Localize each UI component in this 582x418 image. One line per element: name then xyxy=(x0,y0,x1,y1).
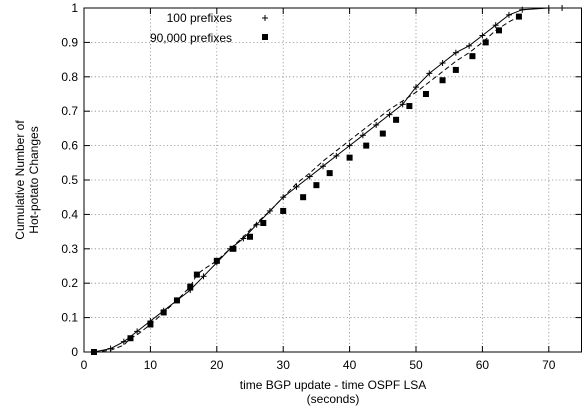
x-axis-title-unit: (seconds) xyxy=(307,392,360,406)
x-tick-label: 10 xyxy=(144,358,158,372)
x-tick-label: 0 xyxy=(81,358,88,372)
series-1-point xyxy=(300,194,307,201)
legend-square-marker xyxy=(262,34,268,40)
series-1-point xyxy=(213,257,220,264)
y-axis-title-line2: Hot-potato Changes xyxy=(27,126,41,233)
y-tick-label: 0.7 xyxy=(61,104,78,118)
series-0-point xyxy=(333,152,340,159)
series-1-point xyxy=(439,77,446,84)
series-0-point xyxy=(413,84,419,91)
x-tick-label: 70 xyxy=(542,358,556,372)
y-tick-label: 0.6 xyxy=(61,139,78,153)
y-tick-label: 0.9 xyxy=(61,35,78,49)
y-tick-label: 0.4 xyxy=(61,207,78,221)
series-0-point xyxy=(452,49,459,56)
series-0-point xyxy=(399,101,406,108)
series-1-point xyxy=(422,91,429,97)
x-tick-label: 20 xyxy=(210,358,224,372)
y-axis-title: Cumulative Number of xyxy=(13,120,27,240)
series-1-point xyxy=(260,220,267,226)
x-tick-label: 30 xyxy=(277,358,291,372)
y-tick-label: 1 xyxy=(71,1,78,15)
series-layer xyxy=(90,5,566,355)
legend-label-100-prefixes: 100 prefixes xyxy=(167,11,232,25)
series-1-point xyxy=(326,170,333,177)
series-0-point xyxy=(293,183,300,190)
series-1-point xyxy=(127,335,134,342)
ticks: 0 10 20 30 40 50 60 70 0 0.1 0.2 0.3 0.4 0.5 0.6 0.7 0.8… xyxy=(61,1,582,372)
series-0-point xyxy=(426,70,433,77)
series-0-point xyxy=(200,273,207,280)
y-tick-label: 0.5 xyxy=(61,173,78,187)
series-1-point xyxy=(393,116,400,123)
series-0-point xyxy=(266,207,273,214)
series-0-point xyxy=(346,142,353,149)
x-axis-title: time BGP update - time OSPF LSA xyxy=(240,378,427,392)
series-1-point xyxy=(230,245,237,252)
series-0-point xyxy=(320,163,327,170)
x-tick-label: 50 xyxy=(409,358,423,372)
series-0-point xyxy=(120,338,127,345)
series-1-point xyxy=(406,103,413,110)
series-0-point xyxy=(466,42,473,49)
series-0-point xyxy=(306,173,313,180)
series-0-point xyxy=(386,111,393,118)
series-1-point xyxy=(193,271,200,278)
series-1-point xyxy=(187,283,194,290)
series-1-point xyxy=(160,309,167,316)
series-0-point xyxy=(505,11,512,18)
y-tick-label: 0.2 xyxy=(61,276,78,290)
series-1-point xyxy=(379,130,386,137)
series-line-1 xyxy=(93,14,523,353)
series-1-point xyxy=(482,39,489,46)
y-tick-label: 0.8 xyxy=(61,70,78,84)
series-0-point xyxy=(492,22,499,29)
series-1-point xyxy=(247,233,253,240)
series-1-point xyxy=(280,207,287,214)
series-1-point xyxy=(313,182,320,189)
series-1-point xyxy=(452,66,459,73)
grid xyxy=(84,8,582,352)
legend: 100 prefixes 90,000 prefixes xyxy=(150,11,268,45)
series-0-point xyxy=(359,132,366,139)
series-0-point xyxy=(373,121,380,128)
x-tick-label: 60 xyxy=(476,358,490,372)
series-0-point xyxy=(134,328,141,335)
y-tick-label: 0.1 xyxy=(61,311,78,325)
series-0-point xyxy=(439,60,446,67)
series-1-point xyxy=(496,27,502,34)
series-1-point xyxy=(346,154,353,161)
series-1-point xyxy=(147,321,154,328)
x-tick-label: 40 xyxy=(343,358,357,372)
series-1-point xyxy=(363,142,370,149)
series-1-point xyxy=(173,297,180,304)
series-1-point xyxy=(515,13,522,20)
y-tick-label: 0.3 xyxy=(61,242,78,256)
series-1-point xyxy=(469,53,476,60)
legend-label-90000-prefixes: 90,000 prefixes xyxy=(150,31,232,45)
legend-plus-marker xyxy=(262,15,268,21)
y-tick-label: 0 xyxy=(71,345,78,359)
series-0-point xyxy=(479,32,486,39)
